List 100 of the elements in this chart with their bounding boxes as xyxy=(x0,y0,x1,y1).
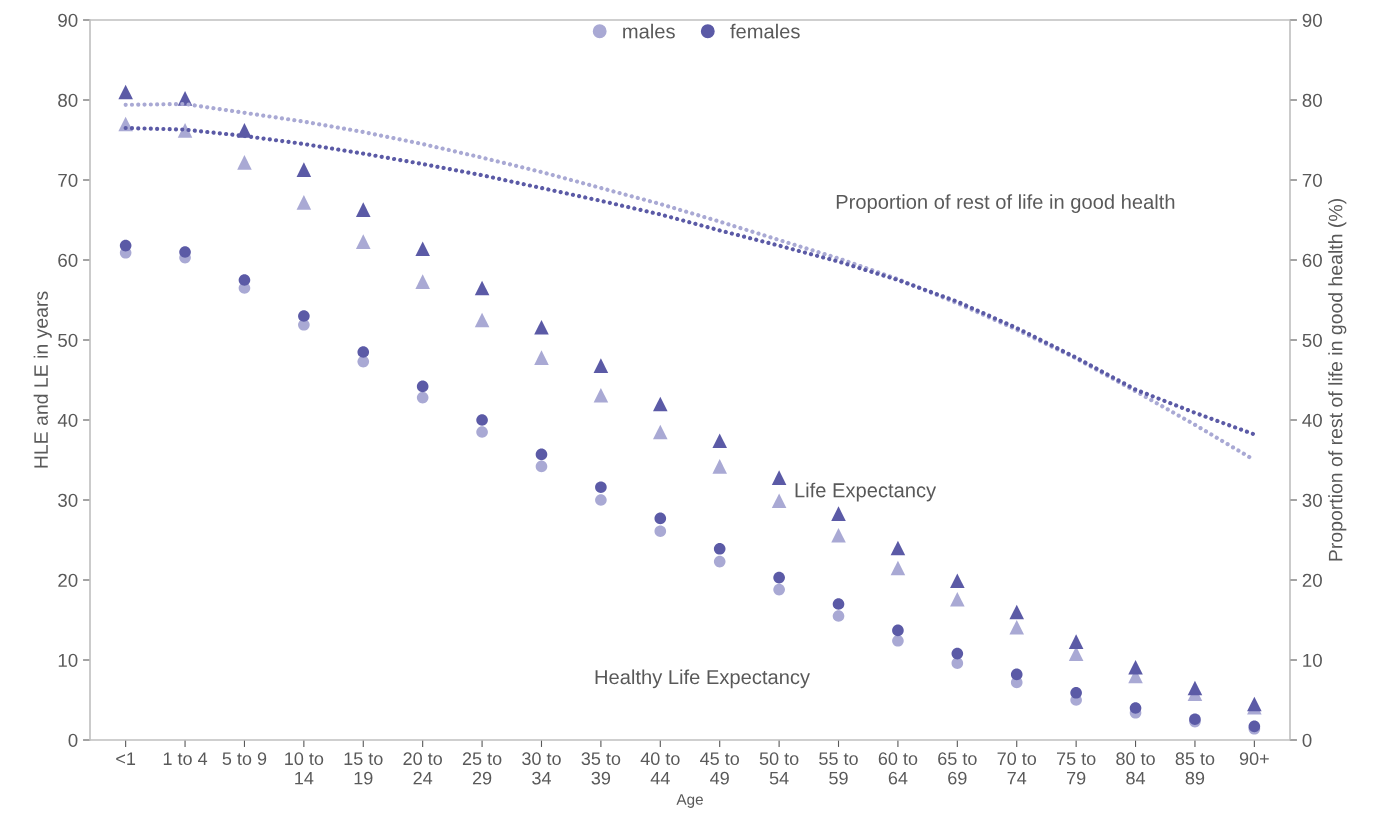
y-tick-label: 40 xyxy=(57,413,78,427)
point xyxy=(832,598,845,610)
point xyxy=(595,494,607,506)
point xyxy=(713,542,726,555)
point xyxy=(654,525,667,538)
point xyxy=(653,396,668,412)
annotation: Life Expectancy xyxy=(795,482,937,502)
point xyxy=(831,527,846,543)
y2-tick-label: 50 xyxy=(1302,333,1322,347)
y2-tick-label: 90 xyxy=(1302,13,1322,27)
y-tick-label: 70 xyxy=(58,173,78,187)
x-tick-label: 55 to 59 xyxy=(819,752,858,785)
y-tick-label: 0 xyxy=(68,733,78,747)
x-tick-label: 10 to 14 xyxy=(285,752,324,785)
y-tick-label: 90 xyxy=(58,13,78,27)
x-tick-label: 20 to 24 xyxy=(403,752,442,785)
point xyxy=(771,493,787,509)
point xyxy=(238,274,251,286)
point xyxy=(890,560,906,576)
point xyxy=(534,319,549,335)
x-tick-label: 60 to 64 xyxy=(878,752,918,785)
y2-axis-title: Proportion of rest of life in good health (%) xyxy=(1328,199,1347,561)
y-tick-label: 10 xyxy=(58,653,78,667)
y2-tick-label: 30 xyxy=(1302,493,1322,507)
point xyxy=(595,481,607,494)
y-axis-title: HLE and LE in years xyxy=(33,291,52,468)
point xyxy=(1128,659,1143,675)
point xyxy=(237,155,252,170)
x-tick-label: 85 to 89 xyxy=(1175,752,1215,785)
x-tick-label: 80 to 84 xyxy=(1116,752,1155,785)
x-tick-label: 25 to 29 xyxy=(462,752,502,785)
point xyxy=(119,239,132,252)
annotation: Proportion of rest of life in good health xyxy=(836,194,1175,213)
x-tick-label: 30 to 34 xyxy=(522,752,561,785)
point xyxy=(535,448,548,461)
point xyxy=(177,123,193,138)
point xyxy=(1129,702,1142,714)
x-tick-label: 70 to 74 xyxy=(997,752,1037,785)
point xyxy=(355,234,371,249)
point xyxy=(476,414,488,426)
y2-tick-label: 10 xyxy=(1303,653,1322,667)
legend-label: males xyxy=(623,23,675,39)
point xyxy=(593,358,609,373)
x-tick-label: 5 to 9 xyxy=(222,752,267,766)
point xyxy=(951,657,964,670)
x-tick-label: 15 to 19 xyxy=(344,752,383,785)
x-tick-label: 45 to 49 xyxy=(700,752,740,785)
point xyxy=(593,387,609,403)
x-axis-title: Age xyxy=(676,794,703,808)
y-tick-label: 30 xyxy=(58,493,78,507)
x-tick-label: 35 to 39 xyxy=(581,752,621,785)
point xyxy=(179,246,191,258)
point xyxy=(357,346,370,358)
point xyxy=(476,426,488,438)
point xyxy=(892,624,904,637)
y-tick-label: 50 xyxy=(58,333,78,347)
point xyxy=(298,310,310,322)
point xyxy=(950,573,965,589)
point xyxy=(296,195,312,210)
y2-tick-label: 0 xyxy=(1302,733,1312,747)
annotation: Healthy Life Expectancy xyxy=(595,669,810,689)
point xyxy=(416,391,429,404)
point xyxy=(534,350,549,365)
point xyxy=(355,202,371,217)
point xyxy=(892,634,904,647)
x-tick-label: 90+ xyxy=(1239,752,1269,766)
point xyxy=(296,162,312,177)
y2-tick-label: 70 xyxy=(1302,173,1322,187)
x-tick-label: 50 to 54 xyxy=(759,752,799,785)
point xyxy=(1070,686,1082,699)
point xyxy=(951,647,964,660)
point xyxy=(890,540,906,556)
point xyxy=(773,583,785,596)
legend-label: females xyxy=(730,23,800,39)
x-tick-label: 1 to 4 xyxy=(163,752,208,766)
point xyxy=(118,84,133,100)
y-tick-label: 60 xyxy=(58,253,78,267)
point xyxy=(1009,604,1025,620)
point xyxy=(713,555,726,568)
point xyxy=(712,433,727,449)
point xyxy=(1187,680,1203,696)
point xyxy=(415,241,430,257)
point xyxy=(1068,634,1084,649)
point xyxy=(771,470,787,485)
point xyxy=(474,280,490,296)
y2-tick-label: 40 xyxy=(1302,413,1322,427)
y-tick-label: 80 xyxy=(58,93,78,107)
point xyxy=(535,460,548,473)
point xyxy=(831,506,846,521)
y-tick-label: 20 xyxy=(58,573,78,587)
x-tick-label: 65 to 69 xyxy=(938,752,977,785)
point xyxy=(653,424,668,440)
point xyxy=(654,512,667,525)
point xyxy=(773,571,785,584)
point xyxy=(832,610,845,622)
point xyxy=(712,459,727,474)
y2-tick-label: 20 xyxy=(1302,573,1322,587)
point xyxy=(1009,619,1025,635)
x-tick-label: <1 xyxy=(116,752,136,765)
point xyxy=(416,380,429,393)
